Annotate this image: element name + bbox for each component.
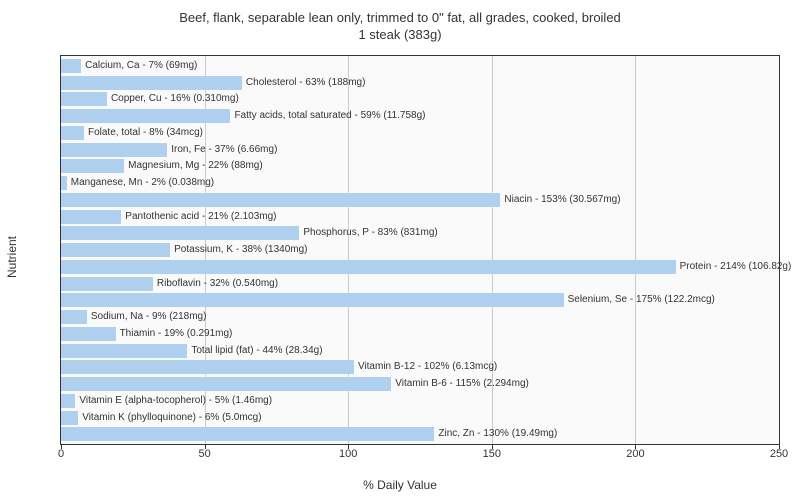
bar [61, 427, 434, 441]
title-line-1: Beef, flank, separable lean only, trimme… [179, 10, 621, 25]
xtick-label: 150 [483, 448, 501, 460]
x-axis-label: % Daily Value [363, 478, 437, 492]
bar [61, 210, 121, 224]
bar [61, 411, 78, 425]
bar-label: Thiamin - 19% (0.291mg) [120, 327, 233, 341]
xtick-label: 0 [58, 448, 64, 460]
bar [61, 394, 75, 408]
y-axis-label: Nutrient [5, 236, 19, 278]
bar [61, 76, 242, 90]
bar [61, 344, 187, 358]
bar-label: Magnesium, Mg - 22% (88mg) [128, 159, 263, 173]
xtick-label: 250 [770, 448, 788, 460]
bar-label: Selenium, Se - 175% (122.2mcg) [568, 293, 715, 307]
bar-label: Copper, Cu - 16% (0.310mg) [111, 92, 239, 106]
bar-label: Vitamin B-6 - 115% (2.294mg) [395, 377, 529, 391]
bar-label: Potassium, K - 38% (1340mg) [174, 243, 307, 257]
bar [61, 260, 676, 274]
bar [61, 92, 107, 106]
plot-area: 050100150200250Calcium, Ca - 7% (69mg)Ch… [60, 55, 780, 445]
title-line-2: 1 steak (383g) [358, 27, 441, 42]
bar [61, 226, 299, 240]
bar [61, 327, 116, 341]
bar-label: Folate, total - 8% (34mcg) [88, 126, 203, 140]
gridline [635, 56, 636, 444]
bar [61, 360, 354, 374]
bar [61, 377, 391, 391]
bar [61, 126, 84, 140]
bar [61, 59, 81, 73]
bar [61, 310, 87, 324]
bar-label: Phosphorus, P - 83% (831mg) [303, 226, 437, 240]
chart-container: Beef, flank, separable lean only, trimme… [0, 0, 800, 500]
xtick-label: 200 [626, 448, 644, 460]
bar-label: Vitamin E (alpha-tocopherol) - 5% (1.46m… [79, 394, 272, 408]
bar [61, 243, 170, 257]
bar-label: Pantothenic acid - 21% (2.103mg) [125, 210, 276, 224]
bar [61, 143, 167, 157]
bar-label: Zinc, Zn - 130% (19.49mg) [438, 427, 557, 441]
bar-label: Riboflavin - 32% (0.540mg) [157, 277, 278, 291]
xtick-label: 50 [198, 448, 210, 460]
bar-label: Calcium, Ca - 7% (69mg) [85, 59, 197, 73]
bar-label: Manganese, Mn - 2% (0.038mg) [71, 176, 214, 190]
bar [61, 176, 67, 190]
bar-label: Protein - 214% (106.82g) [680, 260, 792, 274]
bar-label: Niacin - 153% (30.567mg) [504, 193, 620, 207]
bar-label: Iron, Fe - 37% (6.66mg) [171, 143, 277, 157]
bar-label: Fatty acids, total saturated - 59% (11.7… [234, 109, 425, 123]
bar-label: Total lipid (fat) - 44% (28.34g) [191, 344, 322, 358]
bar-label: Vitamin B-12 - 102% (6.13mcg) [358, 360, 497, 374]
chart-title: Beef, flank, separable lean only, trimme… [0, 0, 800, 44]
bar [61, 293, 564, 307]
bar-label: Sodium, Na - 9% (218mg) [91, 310, 207, 324]
bar [61, 277, 153, 291]
bar-label: Vitamin K (phylloquinone) - 6% (5.0mcg) [82, 411, 261, 425]
bar [61, 193, 500, 207]
bar [61, 109, 230, 123]
bar-label: Cholesterol - 63% (188mg) [246, 76, 366, 90]
bar [61, 159, 124, 173]
xtick-label: 100 [339, 448, 357, 460]
